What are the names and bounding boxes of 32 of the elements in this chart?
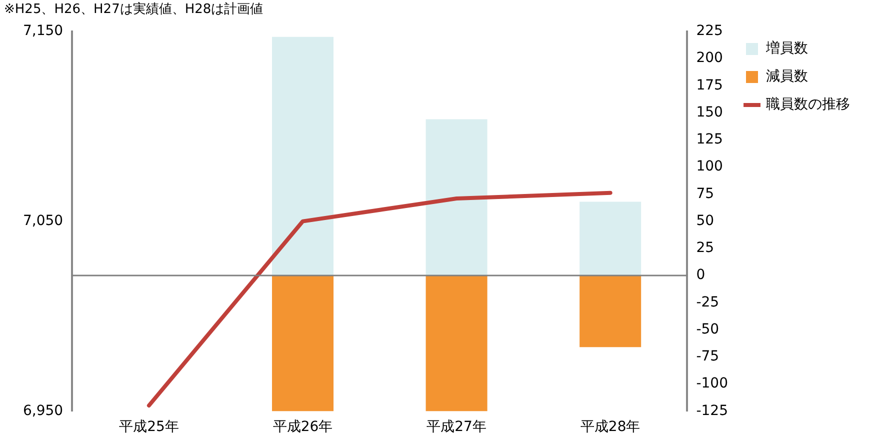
y2-tick-label: -125 bbox=[696, 402, 728, 419]
legend-label: 減員数 bbox=[766, 68, 808, 85]
bar bbox=[580, 276, 642, 348]
legend-label: 増員数 bbox=[765, 40, 808, 57]
y2-tick-label: 200 bbox=[696, 50, 723, 66]
y2-tick-label: 50 bbox=[696, 212, 714, 229]
y2-tick-label: -25 bbox=[696, 294, 720, 310]
y2-tick-label: 75 bbox=[696, 186, 714, 202]
y2-tick-label: 125 bbox=[696, 132, 723, 148]
y2-tick-label: -100 bbox=[696, 376, 728, 392]
x-tick-label: 平成26年 bbox=[272, 419, 333, 436]
y2-tick-label: 100 bbox=[696, 158, 723, 175]
x-tick-label: 平成27年 bbox=[426, 419, 486, 436]
y2-tick-label: 150 bbox=[696, 104, 723, 120]
y2-tick-label: -75 bbox=[696, 348, 720, 365]
x-tick-label: 平成25年 bbox=[119, 419, 179, 436]
x-tick-label: 平成28年 bbox=[580, 419, 640, 436]
y2-tick-label: 25 bbox=[696, 240, 714, 256]
text: ※H25、H26、H27は実績値、H28は計画値 bbox=[3, 1, 264, 19]
y-tick-label: 6,950 bbox=[22, 402, 64, 419]
bar bbox=[272, 276, 334, 412]
y-tick-label: 7,150 bbox=[22, 23, 64, 40]
y-tick-label: 7,050 bbox=[22, 212, 64, 229]
y2-tick-label: 175 bbox=[696, 77, 723, 94]
legend-label: 職員数の推移 bbox=[766, 96, 850, 113]
y2-tick-label: 0 bbox=[696, 267, 706, 284]
bar bbox=[426, 276, 488, 412]
bar bbox=[426, 119, 488, 276]
y2-tick-label: 225 bbox=[696, 23, 723, 40]
bar bbox=[580, 202, 642, 276]
bar bbox=[272, 36, 334, 276]
y2-tick-label: -50 bbox=[696, 321, 720, 338]
